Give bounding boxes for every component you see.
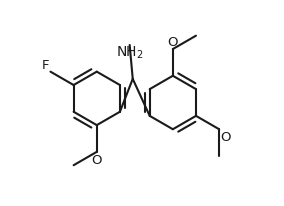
Text: O: O	[220, 130, 231, 143]
Text: F: F	[42, 58, 49, 71]
Text: NH$_2$: NH$_2$	[116, 45, 143, 61]
Text: O: O	[91, 153, 102, 166]
Text: O: O	[168, 36, 178, 49]
